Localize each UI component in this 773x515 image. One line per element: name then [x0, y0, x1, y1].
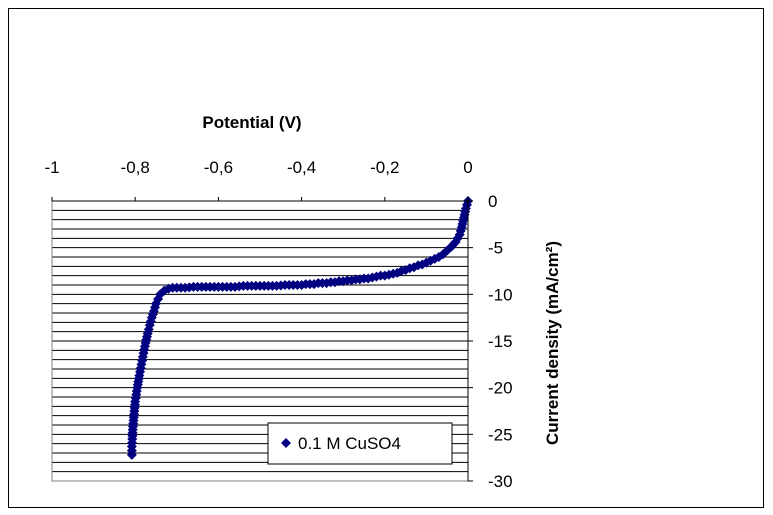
- y-axis-title: Current density (mA/cm²): [543, 241, 562, 445]
- y-tick-label: -20: [488, 379, 513, 398]
- data-point: [126, 449, 137, 460]
- y-tick-label: -15: [488, 332, 513, 351]
- y-tick-label: 0: [488, 192, 497, 211]
- x-axis-title: Potential (V): [202, 113, 301, 132]
- data-points: [126, 196, 473, 460]
- legend-box: [267, 422, 453, 465]
- legend-marker-diamond: [281, 438, 291, 448]
- y-tick-label: -25: [488, 425, 513, 444]
- legend: 0.1 M CuSO4: [267, 422, 453, 465]
- y-tick-label: -5: [488, 239, 503, 258]
- x-tick-label: -1: [44, 158, 59, 177]
- x-tick-labels: -1 -0,8 -0,6 -0,4 -0,2 0: [44, 158, 473, 201]
- x-tick-label: -0,4: [287, 158, 316, 177]
- x-tick-label: -0,6: [204, 158, 233, 177]
- x-tick-label: 0: [463, 158, 472, 177]
- x-tick-label: -0,8: [121, 158, 150, 177]
- y-tick-label: -10: [488, 285, 513, 304]
- y-tick-label: -30: [488, 472, 513, 491]
- x-tick-label: -0,2: [370, 158, 399, 177]
- y-tick-labels: 0 -5 -10 -15 -20 -25 -30: [468, 192, 513, 491]
- legend-label: 0.1 M CuSO4: [298, 434, 401, 453]
- data-point: [438, 249, 449, 260]
